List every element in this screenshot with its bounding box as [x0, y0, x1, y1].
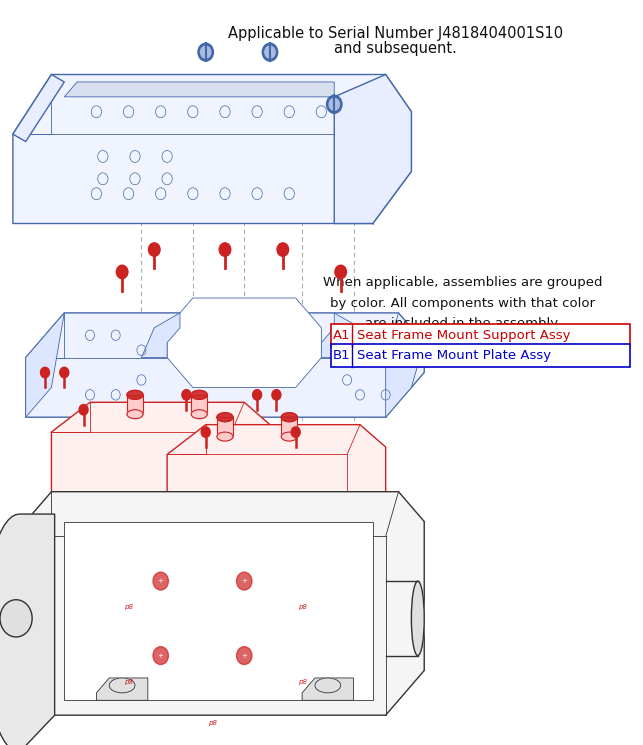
Text: +: +	[158, 653, 163, 659]
Polygon shape	[96, 678, 148, 700]
Circle shape	[277, 243, 289, 256]
Polygon shape	[26, 313, 424, 417]
Polygon shape	[281, 417, 297, 437]
Circle shape	[153, 572, 168, 590]
Circle shape	[265, 46, 275, 58]
Circle shape	[79, 405, 88, 415]
FancyBboxPatch shape	[331, 324, 630, 346]
Circle shape	[41, 367, 50, 378]
Polygon shape	[334, 74, 412, 224]
Circle shape	[253, 390, 262, 400]
Ellipse shape	[315, 678, 341, 693]
Text: p8: p8	[298, 604, 307, 610]
FancyBboxPatch shape	[331, 344, 630, 367]
Circle shape	[116, 265, 128, 279]
Circle shape	[291, 427, 300, 437]
Polygon shape	[302, 678, 354, 700]
Text: p8: p8	[124, 604, 133, 610]
Circle shape	[60, 367, 69, 378]
Polygon shape	[217, 417, 233, 437]
Polygon shape	[191, 395, 207, 414]
Polygon shape	[322, 313, 360, 358]
Polygon shape	[167, 298, 322, 387]
Polygon shape	[64, 522, 373, 700]
Text: +: +	[241, 578, 247, 584]
Text: B1: B1	[332, 349, 350, 362]
Text: When applicable, assemblies are grouped: When applicable, assemblies are grouped	[323, 276, 602, 288]
Polygon shape	[141, 313, 180, 358]
Circle shape	[201, 46, 211, 58]
Text: Seat Frame Mount Support Assy: Seat Frame Mount Support Assy	[357, 329, 570, 342]
Text: p8: p8	[208, 720, 217, 726]
Polygon shape	[13, 74, 64, 142]
Text: A1: A1	[332, 329, 350, 342]
Circle shape	[335, 265, 347, 279]
Ellipse shape	[217, 432, 233, 441]
Text: by color. All components with that color: by color. All components with that color	[331, 297, 595, 309]
Polygon shape	[167, 425, 386, 522]
Polygon shape	[51, 402, 270, 499]
Ellipse shape	[191, 410, 207, 419]
Circle shape	[272, 390, 281, 400]
Ellipse shape	[191, 390, 207, 399]
Circle shape	[262, 43, 278, 61]
Ellipse shape	[217, 413, 233, 422]
Text: and subsequent.: and subsequent.	[334, 41, 457, 56]
Ellipse shape	[127, 410, 143, 419]
Ellipse shape	[127, 390, 143, 399]
Polygon shape	[13, 74, 412, 224]
Circle shape	[0, 600, 32, 637]
Circle shape	[182, 390, 191, 400]
Circle shape	[149, 243, 160, 256]
Ellipse shape	[109, 678, 135, 693]
Circle shape	[237, 647, 252, 665]
Circle shape	[153, 647, 168, 665]
Circle shape	[198, 43, 213, 61]
Polygon shape	[0, 514, 55, 745]
Circle shape	[201, 427, 210, 437]
Polygon shape	[64, 82, 334, 97]
Circle shape	[329, 98, 340, 110]
Polygon shape	[386, 328, 424, 417]
Text: p8: p8	[124, 679, 133, 685]
Text: are included in the assembly.: are included in the assembly.	[365, 317, 561, 330]
Circle shape	[327, 95, 342, 113]
Text: Seat Frame Mount Plate Assy: Seat Frame Mount Plate Assy	[357, 349, 551, 362]
Circle shape	[219, 243, 231, 256]
Text: p8: p8	[298, 679, 307, 685]
Ellipse shape	[281, 413, 297, 422]
Ellipse shape	[281, 432, 297, 441]
Ellipse shape	[412, 581, 424, 656]
Text: +: +	[158, 578, 163, 584]
Text: Applicable to Serial Number J4818404001S10: Applicable to Serial Number J4818404001S…	[228, 26, 563, 41]
Text: +: +	[241, 653, 247, 659]
Circle shape	[237, 572, 252, 590]
Polygon shape	[127, 395, 143, 414]
Polygon shape	[13, 492, 424, 715]
Polygon shape	[26, 313, 64, 417]
